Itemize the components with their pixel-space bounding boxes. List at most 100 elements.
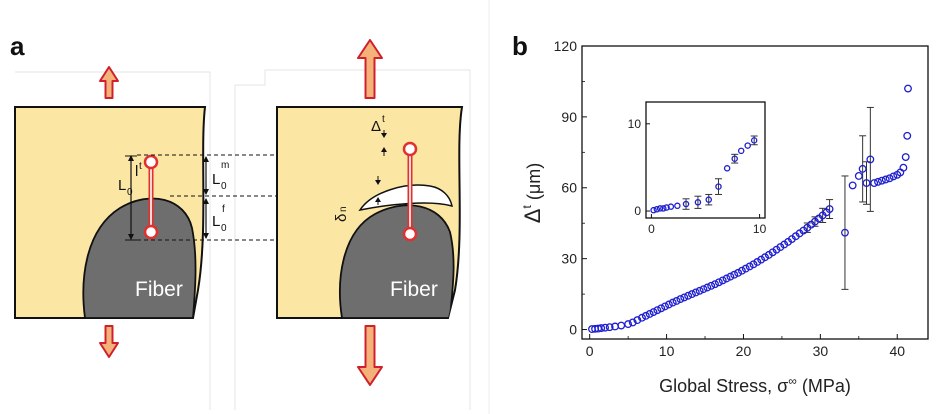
- inset-data-point: [650, 206, 657, 214]
- main-data-point: [597, 324, 606, 333]
- main-data-point: [661, 302, 669, 311]
- right-gauge-top-dot: [402, 141, 418, 157]
- inset-ytick-label: 10: [628, 117, 642, 131]
- inset-xtick-label: 0: [648, 222, 655, 236]
- left-gauge-top-dot: [143, 154, 159, 170]
- debond-gap: [358, 184, 453, 212]
- middle-L0m-label: L: [212, 171, 220, 188]
- main-data-point: [684, 291, 693, 300]
- inset-xtick-label: 10: [753, 222, 767, 236]
- right-delta-t-label: Δ: [371, 118, 381, 135]
- main-xtick-label: 0: [586, 343, 594, 359]
- inset-data-point: [705, 196, 712, 203]
- main-data-point: [714, 278, 723, 287]
- main-data-point: [707, 281, 716, 290]
- main-data-point: [657, 304, 666, 313]
- main-ytick-label: 60: [561, 180, 577, 196]
- main-ytick-label: 30: [561, 251, 577, 267]
- main-xtick-label: 20: [736, 343, 752, 359]
- main-data-point: [638, 313, 646, 322]
- main-data-point: [734, 268, 743, 277]
- main-data-point: [841, 228, 849, 237]
- left-l-sup: t: [139, 161, 142, 172]
- y-axis-title: Δt (μm): [520, 163, 545, 223]
- left-L0-sub: 0: [127, 187, 133, 198]
- main-data-point: [645, 310, 654, 318]
- main-data-point: [653, 306, 662, 315]
- x-axis-title: Global Stress, σ∞ (MPa): [659, 374, 851, 396]
- main-data-point: [691, 288, 700, 297]
- main-ytick-label: 90: [561, 109, 577, 125]
- inset-data-point: [682, 200, 690, 208]
- inset-data-point: [660, 205, 667, 212]
- main-data-point: [680, 293, 689, 302]
- main-data-point: [711, 280, 719, 289]
- main-data-point: [699, 285, 708, 294]
- main-data-point: [885, 174, 894, 183]
- main-data-point: [874, 177, 882, 186]
- main-data-point: [854, 172, 863, 180]
- inset-data-point: [715, 183, 722, 190]
- inset-data-point: [694, 199, 702, 206]
- left-fiber-label: Fiber: [135, 278, 183, 301]
- inset-data-point: [744, 142, 751, 149]
- main-ytick-label: 120: [554, 38, 578, 54]
- middle-f-sup: f: [222, 204, 225, 215]
- inset-frame: [645, 101, 766, 219]
- left-gauge-bottom-dot: [143, 224, 159, 240]
- main-data-point: [688, 290, 696, 299]
- main-data-point: [703, 283, 712, 292]
- load-arrows: [99, 39, 383, 386]
- right-fiber-label: Fiber: [390, 278, 438, 301]
- right-delta-n-label: δ: [333, 214, 350, 222]
- inset-data-point: [674, 202, 681, 210]
- main-xtick-label: 10: [659, 343, 675, 359]
- main-data-point: [825, 205, 834, 213]
- main-data-point: [672, 297, 681, 305]
- panel-b-letter: b: [512, 31, 528, 61]
- inset-data-point: [723, 165, 731, 172]
- middle-L0f-label: L: [212, 213, 220, 230]
- left-specimen: Fiber l t L 0: [14, 106, 207, 319]
- middle-L0m-sub: 0: [221, 181, 227, 192]
- middle-L0f-sub: 0: [221, 223, 227, 234]
- main-data-point: [668, 298, 677, 307]
- main-data-point: [749, 260, 758, 269]
- main-data-point: [605, 323, 614, 332]
- main-data-point: [901, 153, 910, 162]
- main-data-point: [877, 176, 886, 185]
- main-data-point: [858, 164, 867, 173]
- right-arrow-down: [357, 325, 383, 386]
- main-data-point: [601, 323, 610, 332]
- main-data-point: [664, 300, 673, 309]
- main-data-point: [757, 255, 766, 264]
- left-arrow-up: [99, 66, 119, 99]
- middle-dimensions: L m 0 L f 0: [203, 156, 229, 239]
- main-data-point: [726, 272, 735, 281]
- middle-m-sup: m: [221, 160, 229, 171]
- left-L0-label: L: [118, 177, 126, 194]
- inset-data-point: [663, 204, 670, 211]
- main-xtick-label: 30: [813, 343, 829, 359]
- right-specimen: Fiber Δ t δ n: [276, 106, 464, 319]
- main-data-point: [722, 274, 731, 283]
- main-data-point: [870, 179, 879, 187]
- main-data-point: [628, 318, 637, 327]
- main-ytick-label: 0: [569, 321, 577, 337]
- panel-a-letter: a: [10, 31, 25, 61]
- right-fiber: [339, 204, 455, 318]
- main-data-point: [761, 253, 769, 262]
- main-data-point: [881, 175, 890, 184]
- panel-a-frame-lines: [15, 69, 471, 410]
- inset-ytick-label: 0: [634, 204, 641, 218]
- main-xtick-label: 40: [889, 343, 905, 359]
- inset-data-point: [731, 155, 738, 162]
- inset-data-point: [750, 137, 758, 144]
- main-data-point: [899, 163, 908, 172]
- main-data-point: [718, 276, 727, 285]
- inset-data-point: [653, 206, 661, 213]
- inset-data-point: [656, 205, 664, 212]
- main-data-point: [741, 264, 750, 273]
